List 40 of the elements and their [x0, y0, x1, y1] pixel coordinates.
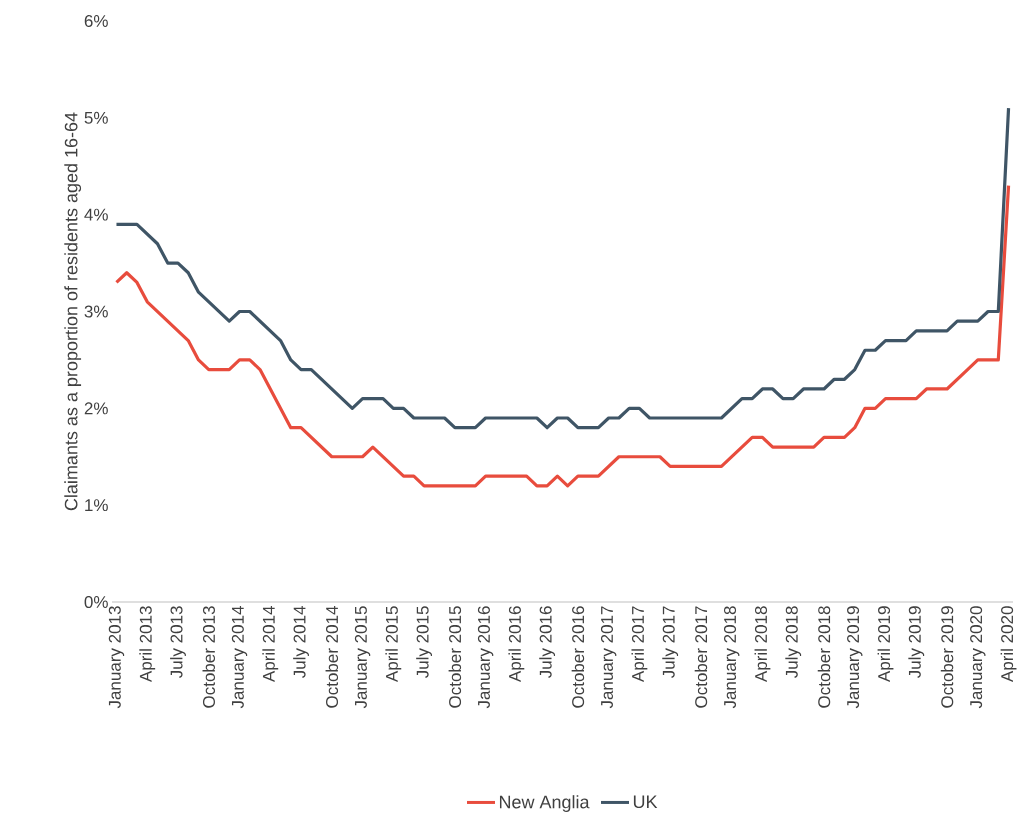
x-tick-label: July 2017 [662, 606, 679, 679]
x-tick-label: January 2016 [477, 606, 494, 709]
x-tick-label: April 2015 [385, 606, 402, 683]
x-tick-label: July 2018 [785, 606, 802, 679]
x-tick-label: October 2014 [325, 606, 339, 708]
x-tick-label: January 2013 [108, 606, 125, 709]
y-tick-label: 2% [84, 402, 108, 415]
x-tick-label: October 2018 [817, 606, 831, 708]
x-tick-label: October 2015 [448, 606, 462, 708]
y-axis-title: Claimants as a proportion of residents aged 16-64 [64, 112, 82, 511]
y-tick-label: 1% [85, 499, 108, 512]
x-tick-label: October 2017 [694, 606, 708, 708]
x-tick-label: July 2014 [293, 606, 309, 679]
x-tick-label: January 2014 [231, 606, 248, 709]
legend-label: UK [633, 795, 658, 809]
y-tick-label: 6% [84, 14, 108, 28]
x-tick-label: January 2020 [970, 606, 986, 709]
x-tick-label: October 2016 [571, 606, 585, 708]
legend-label: New Anglia [499, 795, 590, 812]
x-tick-label: July 2013 [170, 606, 186, 679]
y-tick-label: 5% [84, 111, 108, 124]
x-tick-label: April 2013 [139, 606, 156, 683]
y-tick-label: 3% [84, 305, 108, 318]
x-tick-label: April 2019 [877, 606, 894, 683]
y-tick-label: 0% [84, 595, 108, 609]
x-tick-label: July 2015 [416, 606, 433, 679]
x-tick-label: January 2015 [354, 606, 371, 709]
x-tick-label: April 2014 [262, 606, 279, 683]
x-tick-label: April 2020 [1000, 606, 1017, 683]
x-tick-label: July 2016 [539, 606, 556, 679]
x-tick-label: October 2013 [202, 606, 215, 708]
x-tick-label: January 2017 [600, 606, 617, 709]
y-tick-label: 4% [84, 208, 108, 221]
x-tick-label: April 2016 [508, 606, 525, 683]
x-tick-label: July 2019 [908, 606, 925, 679]
x-tick-label: January 2019 [847, 606, 863, 709]
x-tick-label: April 2018 [754, 606, 771, 683]
x-tick-label: April 2017 [631, 606, 648, 683]
x-tick-label: January 2018 [724, 606, 740, 709]
x-tick-label: October 2019 [940, 606, 954, 708]
